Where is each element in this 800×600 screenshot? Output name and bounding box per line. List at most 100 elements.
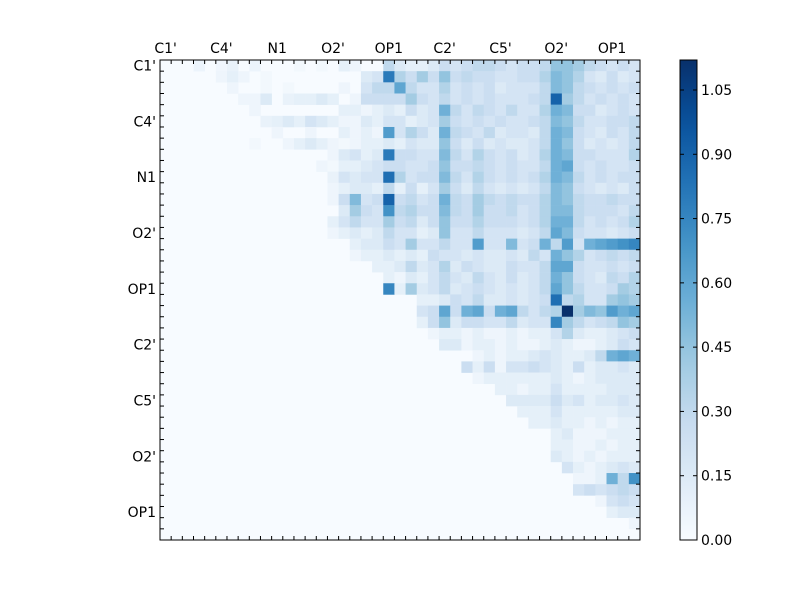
y-tick-label: OP1	[128, 505, 156, 521]
heatmap-cell	[561, 93, 574, 105]
heatmap-cell	[606, 216, 618, 228]
heatmap-cell	[561, 149, 574, 161]
heatmap-cell	[561, 294, 574, 306]
heatmap-cell	[517, 406, 529, 418]
heatmap-cell	[506, 238, 518, 251]
heatmap-cell	[405, 93, 418, 105]
heatmap-cell	[226, 60, 239, 72]
heatmap-cell	[416, 249, 429, 262]
y-tick-label: C1'	[133, 59, 156, 75]
heatmap-cell	[617, 484, 630, 496]
heatmap-cell	[573, 71, 585, 83]
heatmap-cell	[595, 484, 607, 496]
heatmap-cell	[584, 428, 596, 440]
heatmap-cell	[561, 126, 574, 139]
heatmap-cell	[573, 383, 585, 396]
heatmap-cell	[584, 372, 596, 385]
heatmap-cell	[483, 138, 496, 150]
heatmap-cell	[461, 82, 473, 94]
heatmap-cell	[550, 216, 563, 228]
heatmap-cell	[360, 249, 373, 262]
heatmap-cell	[439, 327, 451, 340]
heatmap-cell	[617, 473, 630, 485]
heatmap-cell	[394, 182, 406, 195]
heatmap-cell	[606, 316, 618, 329]
y-tick-label: C5'	[133, 393, 156, 409]
heatmap-cell	[461, 182, 473, 195]
heatmap-cell	[405, 160, 418, 172]
heatmap-cell	[327, 160, 339, 172]
heatmap-cell	[349, 216, 362, 228]
heatmap-cell	[383, 272, 395, 284]
heatmap-cell	[617, 260, 630, 273]
heatmap-cell	[550, 383, 563, 396]
heatmap-cell	[483, 60, 496, 72]
heatmap-cell	[573, 473, 585, 485]
heatmap-cell	[584, 461, 596, 474]
heatmap-cell	[606, 294, 618, 306]
heatmap-cell	[439, 339, 451, 351]
heatmap-cell	[617, 417, 630, 429]
heatmap-cell	[439, 82, 451, 94]
heatmap-cell	[539, 60, 551, 72]
heatmap-cell	[539, 283, 551, 295]
heatmap-cell	[561, 439, 574, 451]
heatmap-cell	[528, 406, 540, 418]
heatmap-cell	[517, 238, 529, 251]
heatmap-cell	[338, 171, 351, 184]
heatmap-cell	[628, 439, 641, 451]
heatmap-cell	[494, 182, 507, 195]
heatmap-cell	[595, 450, 607, 463]
heatmap-cell	[439, 171, 451, 184]
heatmap-cell	[472, 361, 485, 373]
heatmap-cell	[439, 283, 451, 295]
heatmap-cell	[405, 60, 418, 72]
heatmap-cell	[606, 71, 618, 83]
heatmap-cell	[561, 182, 574, 195]
heatmap-cell	[450, 316, 462, 329]
heatmap-cell	[372, 93, 384, 105]
heatmap-cell	[506, 126, 518, 139]
heatmap-cell	[595, 305, 607, 318]
heatmap-cell	[349, 115, 362, 128]
heatmap-cell	[383, 216, 395, 228]
heatmap-cell	[539, 260, 551, 273]
heatmap-cell	[472, 272, 485, 284]
heatmap-cell	[584, 283, 596, 295]
heatmap-cell	[573, 406, 585, 418]
heatmap-cell	[383, 205, 395, 217]
heatmap-cell	[472, 238, 485, 251]
heatmap-cell	[595, 193, 607, 206]
heatmap-cell	[338, 82, 351, 94]
heatmap-cell	[349, 249, 362, 262]
heatmap-cell	[517, 149, 529, 161]
heatmap-cell	[506, 294, 518, 306]
heatmap-cell	[405, 126, 418, 139]
heatmap-cell	[416, 205, 429, 217]
heatmap-cell	[360, 82, 373, 94]
heatmap-cell	[394, 283, 406, 295]
heatmap-cell	[427, 171, 440, 184]
heatmap-cell	[372, 149, 384, 161]
heatmap-cell	[506, 249, 518, 262]
heatmap-cell	[550, 126, 563, 139]
heatmap-cell	[494, 272, 507, 284]
heatmap-cell	[450, 82, 462, 94]
heatmap-cell	[494, 71, 507, 83]
heatmap-cell	[573, 216, 585, 228]
heatmap-cell	[539, 93, 551, 105]
heatmap-cell	[617, 205, 630, 217]
heatmap-cell	[561, 406, 574, 418]
heatmap-cell	[595, 171, 607, 184]
heatmap-cell	[483, 227, 496, 239]
heatmap-cell	[483, 327, 496, 340]
heatmap-cell	[573, 372, 585, 385]
heatmap-cell	[327, 216, 339, 228]
heatmap-cell	[528, 316, 540, 329]
heatmap-cell	[561, 272, 574, 284]
heatmap-cell	[416, 193, 429, 206]
heatmap-cell	[539, 238, 551, 251]
heatmap-cell	[394, 138, 406, 150]
heatmap-cell	[472, 327, 485, 340]
heatmap-cell	[483, 361, 496, 373]
